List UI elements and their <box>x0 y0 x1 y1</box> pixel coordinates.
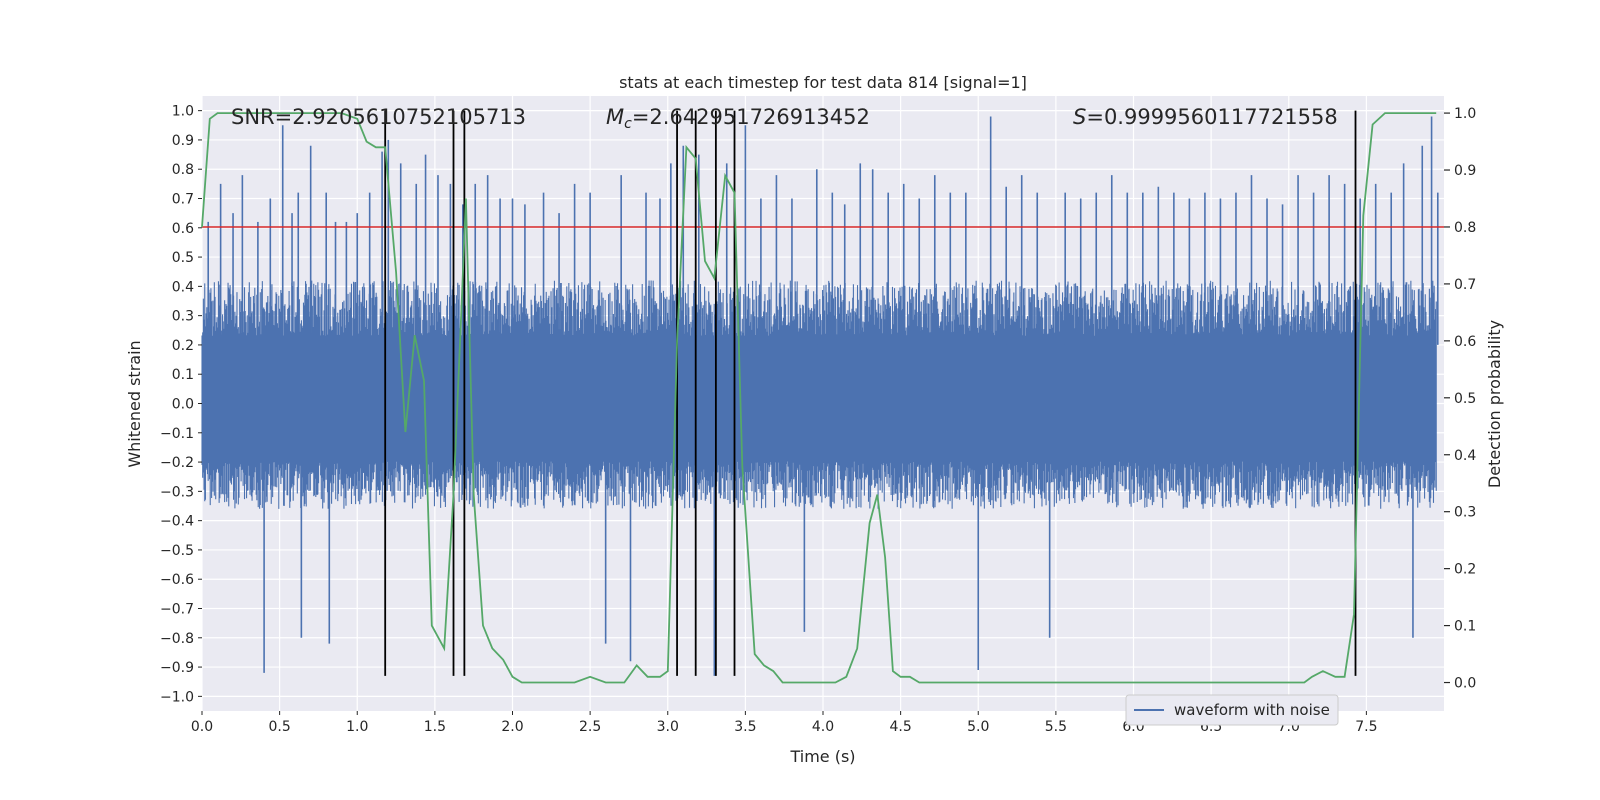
x-tick-label: 0.0 <box>191 719 213 735</box>
y-tick-label: 0.7 <box>172 192 194 208</box>
y-tick-label: −0.5 <box>160 543 194 559</box>
x-tick-label: 5.0 <box>967 719 989 735</box>
snr-annotation: SNR=2.9205610752105713 <box>231 105 526 129</box>
y-tick-label: −0.6 <box>160 572 194 588</box>
chirp-mass-subscript: c <box>624 116 632 132</box>
y-tick-label: 1.0 <box>172 104 194 120</box>
y-tick-label: −0.2 <box>160 455 194 471</box>
significance-annotation: S=0.9999560117721558 <box>1073 105 1338 129</box>
y2-tick-label: 0.8 <box>1454 220 1476 236</box>
x-tick-label: 1.5 <box>424 719 446 735</box>
y-tick-label: 0.9 <box>172 133 194 149</box>
chirp-mass-symbol: M <box>606 105 624 129</box>
y2-tick-label: 0.5 <box>1454 391 1476 407</box>
y2-tick-label: 0.3 <box>1454 505 1476 521</box>
probability-line <box>201 112 1437 684</box>
x-tick-label: 3.0 <box>657 719 679 735</box>
x-ticks: 0.0 0.5 1.0 1.5 2.0 2.5 3.0 3.5 4.0 4.5 5.0 5.5 6.0 6… <box>191 711 1378 735</box>
waveform-series <box>201 116 1439 676</box>
y-tick-label: −0.8 <box>160 631 194 647</box>
y-tick-label: 0.4 <box>172 279 194 295</box>
significance-symbol: S <box>1073 105 1086 129</box>
x-tick-label: 0.5 <box>268 719 290 735</box>
y-tick-label: 0.8 <box>172 162 194 178</box>
y-tick-label: 0.1 <box>172 367 194 383</box>
y2-tick-label: 0.6 <box>1454 334 1476 350</box>
y-tick-label: 0.6 <box>172 221 194 237</box>
y2-tick-label: 0.1 <box>1454 619 1476 635</box>
y2-tick-label: 0.4 <box>1454 448 1476 464</box>
probability-series <box>201 112 1437 684</box>
y2-axis-label: Detection probability <box>1485 320 1504 488</box>
legend: waveform with noise <box>1125 694 1339 726</box>
y-axis-label: Whitened strain <box>125 340 144 467</box>
y2-ticks: 0.0 0.1 0.2 0.3 0.4 0.5 0.6 0.7 0.8 0.9 1.0 <box>1444 106 1476 692</box>
y-tick-label: −0.9 <box>160 660 194 676</box>
y-tick-label: −1.0 <box>160 689 194 705</box>
x-tick-label: 4.5 <box>889 719 911 735</box>
x-tick-label: 3.5 <box>734 719 756 735</box>
x-tick-label: 7.5 <box>1355 719 1377 735</box>
y-tick-label: 0.5 <box>172 250 194 266</box>
x-tick-label: 5.5 <box>1045 719 1067 735</box>
legend-box <box>1125 694 1339 726</box>
y2-tick-label: 1.0 <box>1454 106 1476 122</box>
chart-title: stats at each timestep for test data 814… <box>619 73 1027 92</box>
significance-value: =0.9999560117721558 <box>1086 105 1337 129</box>
y-tick-label: 0.0 <box>172 397 194 413</box>
y2-tick-label: 0.7 <box>1454 277 1476 293</box>
y-ticks: −1.0 −0.9 −0.8 −0.7 −0.6 −0.5 −0.4 −0.3 −0.2 −0.1… <box>160 104 202 705</box>
y-tick-label: 0.2 <box>172 338 194 354</box>
y-tick-label: 0.3 <box>172 309 194 325</box>
waveform-noise-band <box>201 280 1437 509</box>
y2-tick-label: 0.9 <box>1454 163 1476 179</box>
y2-tick-label: 0.2 <box>1454 562 1476 578</box>
y-tick-label: −0.1 <box>160 426 194 442</box>
x-axis-label: Time (s) <box>789 747 855 766</box>
chirp-mass-value: =2.642951726913452 <box>632 105 870 129</box>
y-tick-label: −0.4 <box>160 514 194 530</box>
y-tick-label: −0.7 <box>160 602 194 618</box>
x-tick-label: 2.0 <box>501 719 523 735</box>
x-tick-label: 1.0 <box>346 719 368 735</box>
y-tick-label: −0.3 <box>160 484 194 500</box>
x-tick-label: 4.0 <box>812 719 834 735</box>
legend-label: waveform with noise <box>1174 701 1330 719</box>
chirp-mass-annotation: Mc=2.642951726913452 <box>606 105 870 132</box>
y2-tick-label: 0.0 <box>1454 676 1476 692</box>
x-tick-label: 2.5 <box>579 719 601 735</box>
